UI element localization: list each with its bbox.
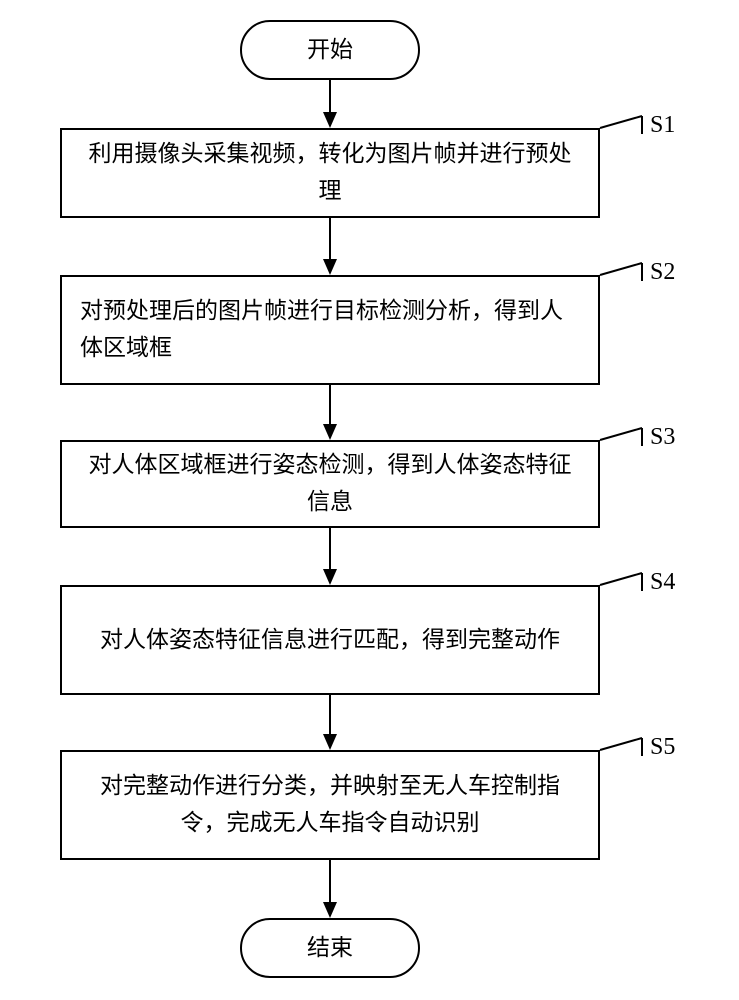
step-s5: 对完整动作进行分类，并映射至无人车控制指令，完成无人车指令自动识别 <box>60 750 600 860</box>
start-label: 开始 <box>307 32 353 69</box>
flowchart-canvas: 开始利用摄像头采集视频，转化为图片帧并进行预处理 S1 对预处理后的图片帧进行目标检… <box>0 0 739 1000</box>
step-label-s3: S3 <box>650 424 675 451</box>
step-label-s4: S4 <box>650 569 675 596</box>
step-s4-text: 对人体姿态特征信息进行匹配，得到完整动作 <box>100 622 560 659</box>
end-terminator: 结束 <box>240 918 420 978</box>
step-s2-text: 对预处理后的图片帧进行目标检测分析，得到人体区域框 <box>80 293 580 367</box>
step-s2: 对预处理后的图片帧进行目标检测分析，得到人体区域框 <box>60 275 600 385</box>
step-label-s5: S5 <box>650 734 675 761</box>
step-label-s2: S2 <box>650 259 675 286</box>
end-label: 结束 <box>307 930 353 967</box>
step-label-s1: S1 <box>650 112 675 139</box>
step-s1-text: 利用摄像头采集视频，转化为图片帧并进行预处理 <box>80 136 580 210</box>
step-s4: 对人体姿态特征信息进行匹配，得到完整动作 <box>60 585 600 695</box>
step-s3: 对人体区域框进行姿态检测，得到人体姿态特征信息 <box>60 440 600 528</box>
start-terminator: 开始 <box>240 20 420 80</box>
step-s3-text: 对人体区域框进行姿态检测，得到人体姿态特征信息 <box>80 447 580 521</box>
step-s1: 利用摄像头采集视频，转化为图片帧并进行预处理 <box>60 128 600 218</box>
step-s5-text: 对完整动作进行分类，并映射至无人车控制指令，完成无人车指令自动识别 <box>80 768 580 842</box>
